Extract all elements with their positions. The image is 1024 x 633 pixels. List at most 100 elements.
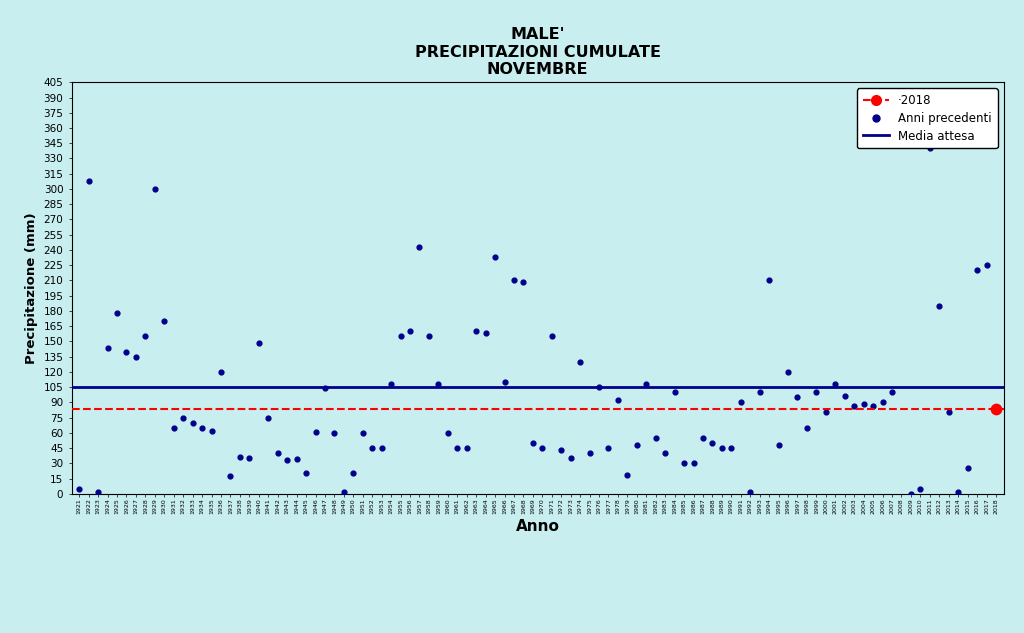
Anni precedenti [194,423,210,433]
Anni precedenti [345,468,361,479]
Anni precedenti [572,356,589,367]
Anni precedenti [714,443,730,453]
Anni precedenti [81,176,97,186]
Anni precedenti [515,277,531,287]
Anni precedenti [903,489,920,499]
Anni precedenti [685,458,701,468]
Anni precedenti [705,438,721,448]
Anni precedenti [799,423,815,433]
Anni precedenti [213,367,229,377]
Anni precedenti [383,379,399,389]
Anni precedenti [392,331,409,341]
Anni precedenti [770,440,786,450]
Anni precedenti [950,487,967,497]
Anni precedenti [137,331,154,341]
Anni precedenti [260,413,276,423]
Anni precedenti [657,448,674,458]
Anni precedenti [497,377,513,387]
Anni precedenti [506,275,522,285]
Anni precedenti [307,427,324,437]
Anni precedenti [874,398,891,408]
Anni precedenti [327,428,343,438]
Anni precedenti [374,443,390,453]
Anni precedenti [855,399,871,410]
Anni precedenti [401,326,418,336]
Anni precedenti [591,382,607,392]
Anni precedenti [535,443,551,453]
Anni precedenti [184,418,201,428]
Anni precedenti [837,391,853,401]
Anni precedenti [459,443,475,453]
Anni precedenti [582,448,598,458]
Anni precedenti [600,443,616,453]
Anni precedenti [912,484,929,494]
Anni precedenti [846,401,862,411]
Anni precedenti [364,443,380,453]
Anni precedenti [90,487,106,497]
Anni precedenti [676,458,692,468]
Anni precedenti [524,438,541,448]
Anni precedenti [808,387,824,398]
Anni precedenti [412,242,428,252]
Anni precedenti [742,487,759,497]
Anni precedenti [354,428,371,438]
Anni precedenti [865,401,882,411]
Anni precedenti [222,472,239,482]
Anni precedenti [931,301,947,311]
Anni precedenti [620,470,636,480]
Anni precedenti [156,316,172,326]
Point [988,404,1005,415]
Anni precedenti [99,343,116,353]
Anni precedenti [468,326,484,336]
Anni precedenti [109,308,125,318]
Anni precedenti [884,387,900,398]
Anni precedenti [790,392,806,403]
Anni precedenti [969,265,985,275]
Y-axis label: Precipitazione (mm): Precipitazione (mm) [25,212,38,364]
Anni precedenti [251,338,267,348]
Anni precedenti [827,379,844,389]
Anni precedenti [629,440,645,450]
Anni precedenti [940,408,956,418]
Anni precedenti [336,487,352,497]
Anni precedenti [204,425,220,436]
Anni precedenti [553,445,569,455]
Anni precedenti [242,453,258,463]
Anni precedenti [752,387,768,398]
Anni precedenti [817,408,834,418]
Anni precedenti [450,443,466,453]
Anni precedenti [667,387,683,398]
Anni precedenti [146,184,163,194]
Anni precedenti [316,383,333,393]
Legend: ·2018, Anni precedenti, Media attesa: ·2018, Anni precedenti, Media attesa [857,88,997,149]
Anni precedenti [959,463,976,473]
Anni precedenti [128,351,144,361]
Anni precedenti [269,448,286,458]
Anni precedenti [723,443,739,453]
Anni precedenti [647,433,664,443]
Anni precedenti [761,275,777,285]
Anni precedenti [486,252,503,262]
Anni precedenti [279,455,295,465]
Anni precedenti [298,468,314,479]
Anni precedenti [477,328,494,338]
Anni precedenti [562,453,579,463]
Anni precedenti [166,423,182,433]
Anni precedenti [893,97,909,108]
X-axis label: Anno: Anno [516,518,559,534]
Anni precedenti [421,331,437,341]
Anni precedenti [430,379,446,389]
Anni precedenti [922,143,938,153]
Anni precedenti [175,413,191,423]
Anni precedenti [119,346,135,356]
Anni precedenti [978,260,994,270]
Anni precedenti [439,428,456,438]
Anni precedenti [544,331,560,341]
Anni precedenti [695,433,712,443]
Anni precedenti [609,395,626,405]
Anni precedenti [71,484,87,494]
Anni precedenti [638,379,654,389]
Anni precedenti [289,454,305,464]
Title: MALE'
PRECIPITAZIONI CUMULATE
NOVEMBRE: MALE' PRECIPITAZIONI CUMULATE NOVEMBRE [415,27,660,77]
Anni precedenti [732,398,749,408]
